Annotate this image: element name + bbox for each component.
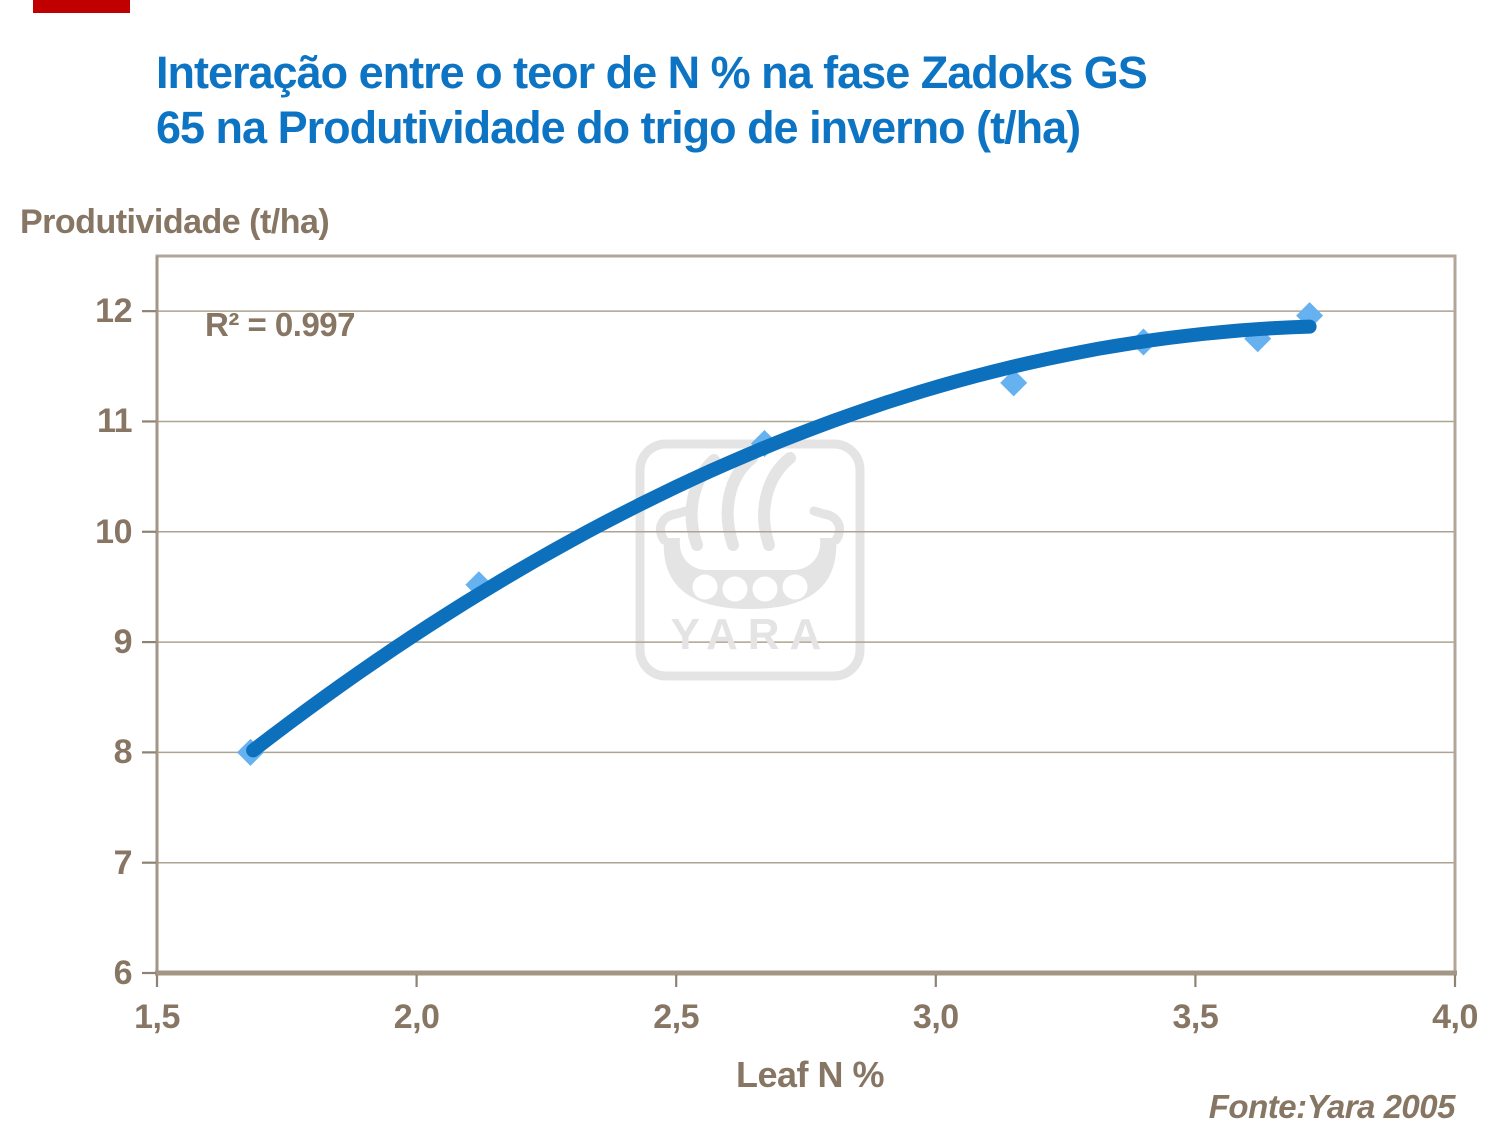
watermark-sail-2 (721, 452, 758, 551)
trendline (246, 319, 1317, 758)
data-point-markers (236, 302, 1324, 766)
watermark-sail-3 (758, 452, 796, 551)
trendline-curve (246, 319, 1317, 758)
source-note: Fonte:Yara 2005 (1208, 1088, 1456, 1125)
x-tick-label-3,5: 3,5 (1172, 998, 1219, 1036)
y-axis-title: Produtividade (t/ha) (20, 203, 330, 241)
y-tick-label-6: 6 (113, 954, 133, 992)
watermark-prow (656, 506, 691, 545)
gridlines (157, 310, 1455, 864)
yara-watermark-logo (635, 439, 865, 681)
y-tick-label-8: 8 (113, 733, 133, 772)
y-tick-label-11: 11 (97, 402, 132, 441)
watermark-ship-hull (663, 538, 837, 609)
x-tick-label-3,0: 3,0 (912, 998, 959, 1036)
x-tick-label-2,5: 2,5 (653, 998, 700, 1036)
x-axis-title: Leaf N % (735, 1054, 885, 1095)
y-tick-label-7: 7 (113, 843, 133, 882)
chart-title: Interação entre o teor de N % na fase Za… (156, 47, 1148, 153)
yara-watermark-text: YARA (670, 610, 832, 659)
y-tick-label-10: 10 (95, 512, 132, 551)
x-tick-label-4,0: 4,0 (1432, 998, 1478, 1036)
watermark-frame (635, 439, 865, 681)
red-accent-bar (33, 0, 130, 13)
x-tick-label-2,0: 2,0 (393, 998, 440, 1036)
watermark-stern (809, 506, 844, 545)
x-tick-label-1,5: 1,5 (134, 998, 180, 1036)
y-tick-label-9: 9 (113, 623, 133, 662)
watermark-shields (692, 574, 808, 602)
r-squared-annotation: R² = 0.997 (205, 306, 356, 343)
axes-frame (155, 254, 1457, 976)
y-tick-label-12: 12 (95, 292, 132, 331)
axis-ticks (142, 310, 1457, 987)
data-point-4 (1000, 369, 1028, 397)
